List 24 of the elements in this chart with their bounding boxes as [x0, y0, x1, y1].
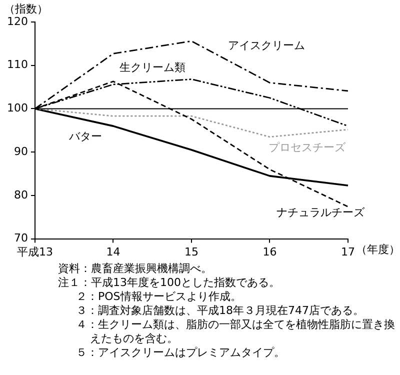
y-tick-label: 90 — [14, 144, 28, 158]
text: 注１：平成13年度を100とした指数である。 — [58, 276, 281, 290]
x-tick-label: 17 — [341, 245, 355, 258]
text: ３：調査対象店舗数は、平成18年３月現在747店である。 — [75, 304, 365, 318]
y-tick-label: 100 — [6, 102, 28, 115]
y-tick-label: 70 — [14, 232, 28, 245]
x-tick-label: 16 — [262, 245, 277, 258]
y-tick-label: 120 — [6, 14, 28, 28]
text: ５：アイスクリームはプレミアムタイプ。 — [75, 346, 286, 360]
x-tick-label: 15 — [184, 245, 198, 258]
text: 資料：農畜産業振興機構調べ。 — [58, 262, 213, 276]
y-axis-title: （指数） — [4, 2, 48, 16]
y-tick-label: 80 — [14, 188, 28, 202]
series-label: ナチュラルチーズ — [276, 206, 366, 220]
y-tick-label: 110 — [6, 58, 28, 72]
series-label: アイスクリーム — [228, 39, 306, 52]
x-axis-title: （年度） — [356, 243, 400, 256]
text: ４：生クリーム類は、脂肪の一部又は全てを植物性脂肪に置き換えたものを含む。 — [75, 318, 396, 346]
text: ２：POS情報サービスより作成。 — [75, 290, 242, 304]
series-label: バター — [68, 130, 102, 144]
x-tick-label: 14 — [106, 245, 120, 258]
series-label: 生クリーム類 — [119, 61, 186, 74]
series-label: プロセスチーズ — [268, 141, 347, 154]
x-tick-label: 平成13 — [16, 245, 53, 258]
